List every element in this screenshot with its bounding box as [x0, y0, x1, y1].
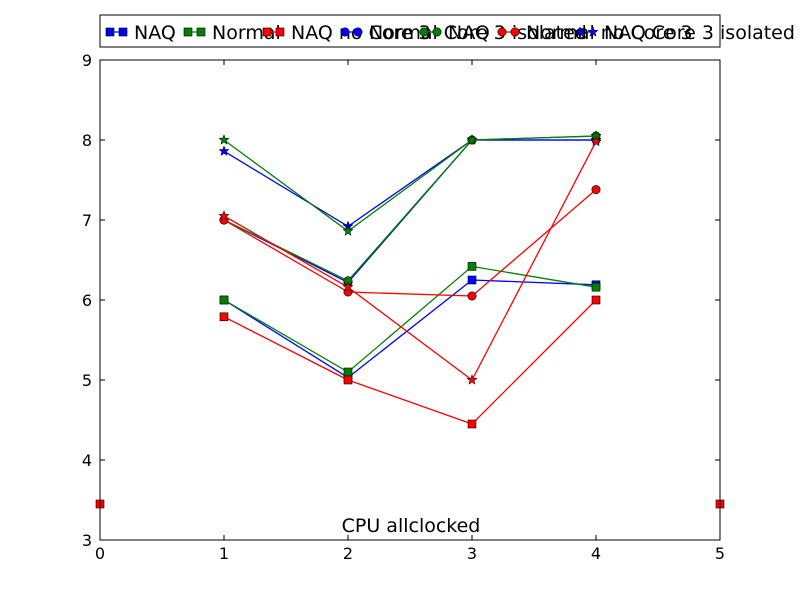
legend-marker — [196, 27, 206, 37]
y-tick-label: 8 — [82, 131, 92, 150]
x-tick-label: 2 — [343, 544, 353, 563]
y-tick-label: 3 — [82, 531, 92, 550]
data-point — [467, 291, 477, 301]
legend-marker — [510, 27, 520, 37]
series-line — [223, 299, 597, 425]
data-point — [590, 135, 602, 147]
data-point — [466, 374, 478, 385]
legend-entry: Normal no Core 3 — [497, 22, 693, 44]
data-point — [342, 225, 354, 236]
legend-entry: NAQ Core 3 isolated — [574, 22, 795, 44]
data-point — [591, 295, 601, 305]
legend-marker — [105, 27, 115, 37]
data-point — [467, 262, 477, 271]
series-line — [223, 189, 597, 297]
series-8 — [218, 130, 602, 236]
x-tick-label: 4 — [591, 544, 601, 563]
x-tick-label: 5 — [715, 544, 725, 563]
data-point — [219, 312, 229, 322]
data-point — [466, 134, 478, 145]
legend-label: Normal Core 3 isolated — [369, 22, 587, 44]
legend-marker — [432, 27, 442, 37]
legend-marker — [574, 26, 586, 37]
legend-label: Normal — [212, 22, 281, 44]
legend-label: Normal no Core 3 — [526, 22, 693, 44]
legend-marker — [183, 27, 193, 37]
legend-entry: Normal — [183, 22, 281, 44]
legend-marker — [419, 27, 429, 37]
data-point — [218, 134, 230, 145]
legend-entry: Normal Core 3 isolated — [340, 22, 587, 44]
series-line — [223, 139, 596, 228]
series-line — [223, 265, 597, 373]
data-point — [218, 210, 230, 221]
y-tick-label: 6 — [82, 291, 92, 310]
series-layer — [218, 130, 602, 429]
series-line — [223, 135, 597, 233]
data-point — [591, 282, 601, 292]
legend-label: NAQ — [448, 22, 490, 44]
legend-frame — [99, 14, 721, 48]
series-9 — [218, 135, 602, 385]
legend-entry: NAQ — [105, 22, 176, 44]
data-point — [591, 185, 601, 195]
x-tick-label: 1 — [219, 544, 229, 563]
y-tick-label: 5 — [82, 371, 92, 390]
x-tick-label: 3 — [467, 544, 477, 563]
data-point — [343, 375, 353, 385]
y-tick-label: 7 — [82, 211, 92, 230]
data-point — [343, 367, 353, 377]
series-3 — [219, 295, 601, 429]
plot-background — [100, 60, 720, 540]
series-line — [223, 279, 597, 379]
chart-annotation: CPU allclocked — [342, 515, 481, 537]
legend-marker — [262, 27, 272, 37]
axis-ticks: 0 1 2 3 4 5 3 4 5 6 7 8 9 — [82, 51, 725, 563]
legend-label: NAQ — [134, 22, 176, 44]
data-point — [342, 281, 354, 292]
legend-marker — [497, 27, 507, 37]
y-tick-label: 9 — [82, 51, 92, 70]
series-2 — [219, 262, 601, 377]
series-line — [223, 141, 597, 381]
legend-marker — [118, 27, 128, 37]
legend-label: NAQ Core 3 isolated — [604, 22, 795, 44]
legend-entry: NAQ — [419, 22, 490, 44]
y-tick-label: 4 — [82, 451, 92, 470]
x-tick-label: 0 — [95, 544, 105, 563]
legend-marker — [340, 27, 350, 37]
legend-marker — [587, 26, 599, 37]
data-point — [467, 275, 477, 285]
legend-marker — [275, 27, 285, 37]
data-point — [218, 145, 230, 156]
data-point — [467, 419, 477, 429]
data-point — [219, 295, 229, 305]
legend-marker — [353, 27, 363, 37]
